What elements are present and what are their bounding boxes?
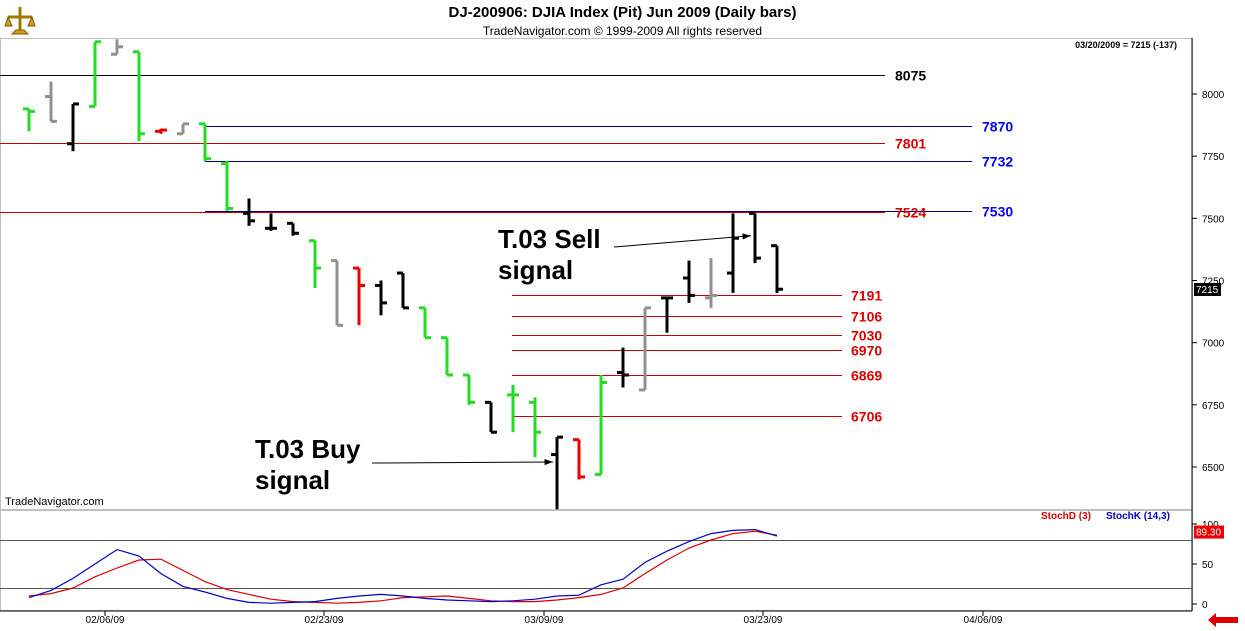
- ohlc-bar: [595, 374, 607, 476]
- x-tick-label: 03/23/09: [744, 615, 783, 626]
- legend-stochk: StochK (14,3): [1106, 511, 1170, 522]
- level-label-8075: 8075: [895, 68, 926, 84]
- signal-arrow-line: [613, 235, 752, 248]
- ohlc-bar: [485, 400, 497, 434]
- watermark-label: TradeNavigator.com: [5, 496, 104, 508]
- signal-annotation-text: signal: [498, 255, 573, 285]
- ohlc-bar: [353, 266, 365, 326]
- x-tick-label: 02/23/09: [305, 615, 344, 626]
- stoch-y-tick-label: 100: [1202, 520, 1219, 531]
- level-label-7732: 7732: [982, 154, 1013, 170]
- level-label-7030: 7030: [851, 328, 882, 344]
- ohlc-bar: [705, 258, 717, 308]
- price-y-tick-label: 7750: [1202, 152, 1225, 163]
- chart-title: DJ-200906: DJIA Index (Pit) Jun 2009 (Da…: [448, 4, 797, 21]
- ohlc-bar: [661, 296, 673, 333]
- x-tick-label: 03/09/09: [525, 615, 564, 626]
- x-tick-label: 04/06/09: [964, 615, 1003, 626]
- ohlc-bar: [265, 213, 277, 231]
- level-label-7530: 7530: [982, 204, 1013, 220]
- ohlc-bar: [727, 213, 739, 293]
- ohlc-bar: [243, 198, 255, 226]
- ohlc-bar: [441, 336, 453, 377]
- ohlc-bar: [221, 161, 233, 211]
- ohlc-bar: [419, 306, 431, 340]
- stoch-y-tick-label: 50: [1202, 560, 1214, 571]
- ohlc-bar: [67, 102, 79, 152]
- ohlc-bar: [529, 397, 541, 458]
- ohlc-bar: [683, 260, 695, 303]
- ohlc-bar: [507, 384, 519, 433]
- level-label-6970: 6970: [851, 343, 882, 359]
- level-label-7191: 7191: [851, 288, 882, 304]
- ohlc-bar: [177, 122, 189, 136]
- stoch-value-tag: 89.30: [1196, 528, 1221, 539]
- signal-annotation-text: T.03 Sell: [498, 224, 601, 254]
- level-label-7524: 7524: [895, 205, 926, 221]
- ohlc-bar: [199, 122, 211, 162]
- price-y-tick-label: 7000: [1202, 339, 1225, 350]
- ohlc-bar: [463, 373, 475, 405]
- ohlc-bar: [309, 239, 321, 288]
- stochd-series-line: [28, 530, 778, 604]
- ohlc-bar: [397, 271, 409, 310]
- ohlc-bar: [287, 221, 299, 236]
- signal-annotation-text: signal: [255, 465, 330, 495]
- level-label-7870: 7870: [982, 119, 1013, 135]
- signal-arrow-line: [371, 461, 554, 464]
- ohlc-bar: [771, 244, 783, 293]
- signal-arrowhead-icon: [742, 233, 751, 240]
- price-y-tick-label: 7250: [1202, 277, 1225, 288]
- x-tick-label: 02/06/09: [86, 615, 125, 626]
- price-y-tick-label: 7500: [1202, 214, 1225, 225]
- level-label-7801: 7801: [895, 136, 926, 152]
- scroll-left-arrow-icon[interactable]: [1208, 613, 1238, 627]
- signal-annotation-text: T.03 Buy: [255, 434, 361, 464]
- price-y-tick-label: 8000: [1202, 90, 1225, 101]
- price-pane-frame: [0, 38, 1193, 510]
- price-y-tick-label: 6750: [1202, 401, 1225, 412]
- last-price-tag: 7215: [1196, 285, 1219, 296]
- ohlc-bar: [639, 306, 651, 392]
- ohlc-bar: [375, 280, 387, 316]
- stoch-value-tag-box: [1194, 525, 1224, 539]
- ohlc-bar: [23, 107, 35, 132]
- signal-arrowhead-icon: [544, 458, 553, 466]
- stochk-series-line: [28, 528, 778, 604]
- legend-stochd: StochD (3): [1041, 511, 1091, 522]
- ohlc-bar: [573, 438, 585, 480]
- level-label-6706: 6706: [851, 409, 882, 425]
- ohlc-bar: [749, 211, 761, 264]
- stoch-y-tick-label: 0: [1202, 600, 1208, 611]
- last-quote-readout: 03/20/2009 = 7215 (-137): [1075, 40, 1177, 50]
- ohlc-bar: [89, 40, 101, 108]
- ohlc-bar: [155, 128, 167, 134]
- price-y-tick-label: 6500: [1202, 463, 1225, 474]
- trade-navigator-logo-icon[interactable]: [3, 3, 37, 37]
- level-label-6869: 6869: [851, 368, 882, 384]
- ohlc-bar: [133, 50, 145, 142]
- level-label-7106: 7106: [851, 309, 882, 325]
- ohlc-bar: [617, 347, 629, 388]
- ohlc-bar: [331, 259, 343, 327]
- ohlc-bar: [551, 435, 563, 510]
- ohlc-bar: [45, 81, 57, 123]
- ohlc-bar: [111, 39, 123, 56]
- last-price-tag-box: [1194, 283, 1221, 296]
- copyright-subtitle: TradeNavigator.com © 1999-2009 All right…: [482, 24, 763, 38]
